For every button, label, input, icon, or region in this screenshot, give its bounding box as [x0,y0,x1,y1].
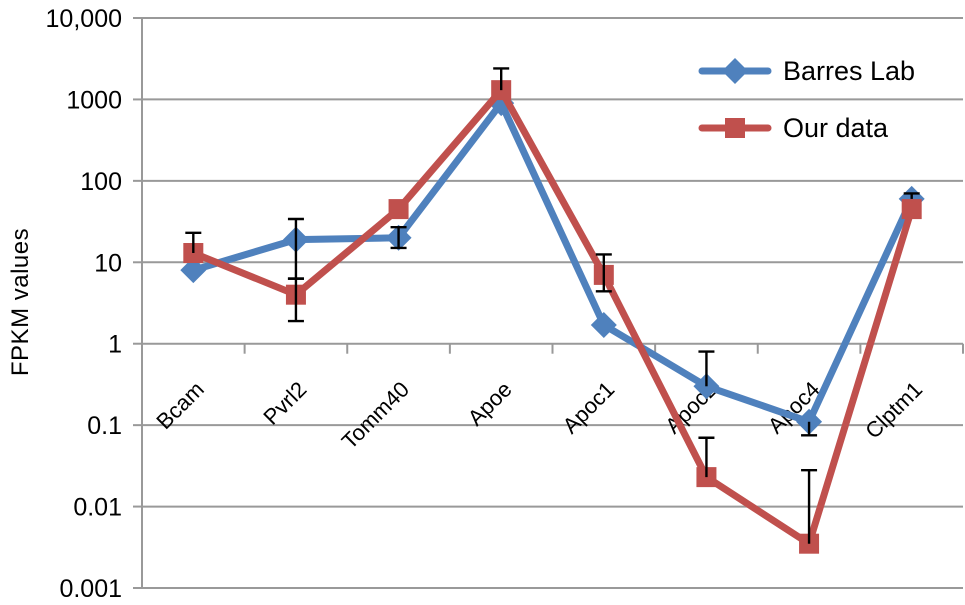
data-marker-diamond [590,311,617,338]
x-category-label: Clptm1 [860,377,927,444]
error-bar [595,253,612,293]
legend-label: Barres Lab [783,56,915,86]
legend: Barres Lab Our data [698,56,915,143]
legend-label: Our data [783,113,889,143]
gridlines [133,17,963,589]
data-marker-square [388,199,409,220]
series-line [189,86,916,548]
error-bar [287,277,304,323]
y-tick-label: 0.01 [73,494,122,522]
x-category-label: Pvrl2 [258,377,311,430]
x-category-label: Apoe [463,377,517,431]
error-bar [698,436,715,478]
error-bar [903,192,920,199]
x-category-label: Apoc1 [558,377,620,439]
error-bar [493,67,510,91]
data-marker-diamond [180,257,207,284]
series-our-data [183,67,922,554]
y-tick-label: 10 [94,249,122,277]
error-bar [698,350,715,387]
error-bar [390,225,407,250]
error-bar [185,231,202,254]
y-tick-label: 1000 [66,86,122,114]
error-bar [287,217,304,280]
y-tick-label: 10,000 [46,5,122,33]
y-tick-label: 0.1 [87,412,122,440]
x-category-label: Tomm40 [337,377,414,454]
legend-entry-our-data: Our data [698,113,889,143]
series-line [189,99,916,426]
legend-entry-barres-lab: Barres Lab [698,56,915,86]
y-tick-label: 100 [80,168,122,196]
y-tick-label: 0.001 [59,575,122,603]
y-tick-labels: 10,000 1000 100 10 1 0.1 0.01 0.001 [46,5,122,603]
error-bar [801,468,818,544]
legend-marker-diamond [722,58,748,84]
legend-marker-square [725,118,745,138]
y-tick-label: 1 [108,331,122,359]
error-bar [801,421,818,437]
data-marker-square [901,199,922,220]
